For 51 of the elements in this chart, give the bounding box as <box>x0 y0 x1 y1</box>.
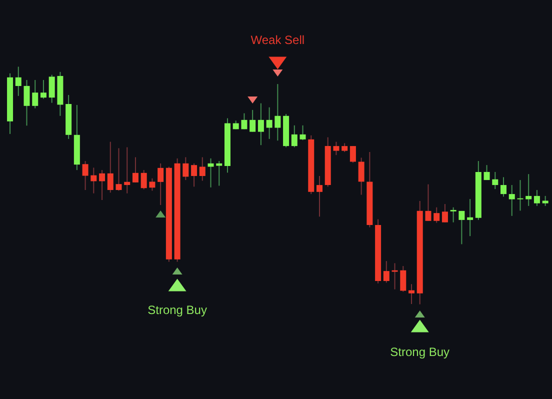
candlestick <box>316 175 322 218</box>
candlestick <box>425 184 432 222</box>
candlestick <box>140 170 147 190</box>
candlestick <box>350 146 356 164</box>
candlestick <box>526 174 532 206</box>
candlestick <box>266 106 272 140</box>
candlestick <box>182 156 189 181</box>
text: Weak Sell <box>250 33 305 47</box>
candlestick <box>333 141 340 156</box>
text: Strong Buy <box>390 345 450 359</box>
candlestick <box>467 198 474 237</box>
candlestick <box>450 206 456 223</box>
candlestick <box>508 184 515 216</box>
candlestick <box>82 160 88 191</box>
candlestick <box>291 124 298 148</box>
candlestick <box>434 206 440 224</box>
candlestick <box>32 80 38 109</box>
candlestick <box>258 102 264 146</box>
candlestick <box>542 195 548 206</box>
candlestick <box>158 162 164 206</box>
candlestick <box>208 158 214 188</box>
candlestick <box>24 80 30 126</box>
candlestick <box>517 180 524 212</box>
candlestick <box>400 266 406 292</box>
candlestick <box>132 156 138 183</box>
candlestick <box>250 109 256 132</box>
candlestick <box>358 157 364 196</box>
candlestick <box>107 141 114 194</box>
candlestick <box>383 260 390 284</box>
candlestick <box>241 112 248 130</box>
candlestick <box>492 171 498 190</box>
candlestick <box>191 162 198 188</box>
candlestick <box>116 148 122 192</box>
candlestick <box>500 176 507 198</box>
candlestick <box>48 74 55 104</box>
candlestick <box>458 210 465 245</box>
candlestick <box>408 284 414 305</box>
candlestick <box>484 164 490 181</box>
candlestick <box>40 80 46 100</box>
candlestick <box>300 124 306 141</box>
candlestick <box>15 66 22 96</box>
candlestick <box>149 178 156 192</box>
candlestick <box>442 204 448 223</box>
candlestick <box>199 156 206 182</box>
candlestick <box>534 190 540 206</box>
annotation: Strong Buy <box>148 303 207 317</box>
candlestick <box>124 146 130 194</box>
candlestick <box>216 160 222 186</box>
candlestick <box>274 84 281 142</box>
candlestick <box>99 170 106 200</box>
candlestick <box>90 167 97 194</box>
